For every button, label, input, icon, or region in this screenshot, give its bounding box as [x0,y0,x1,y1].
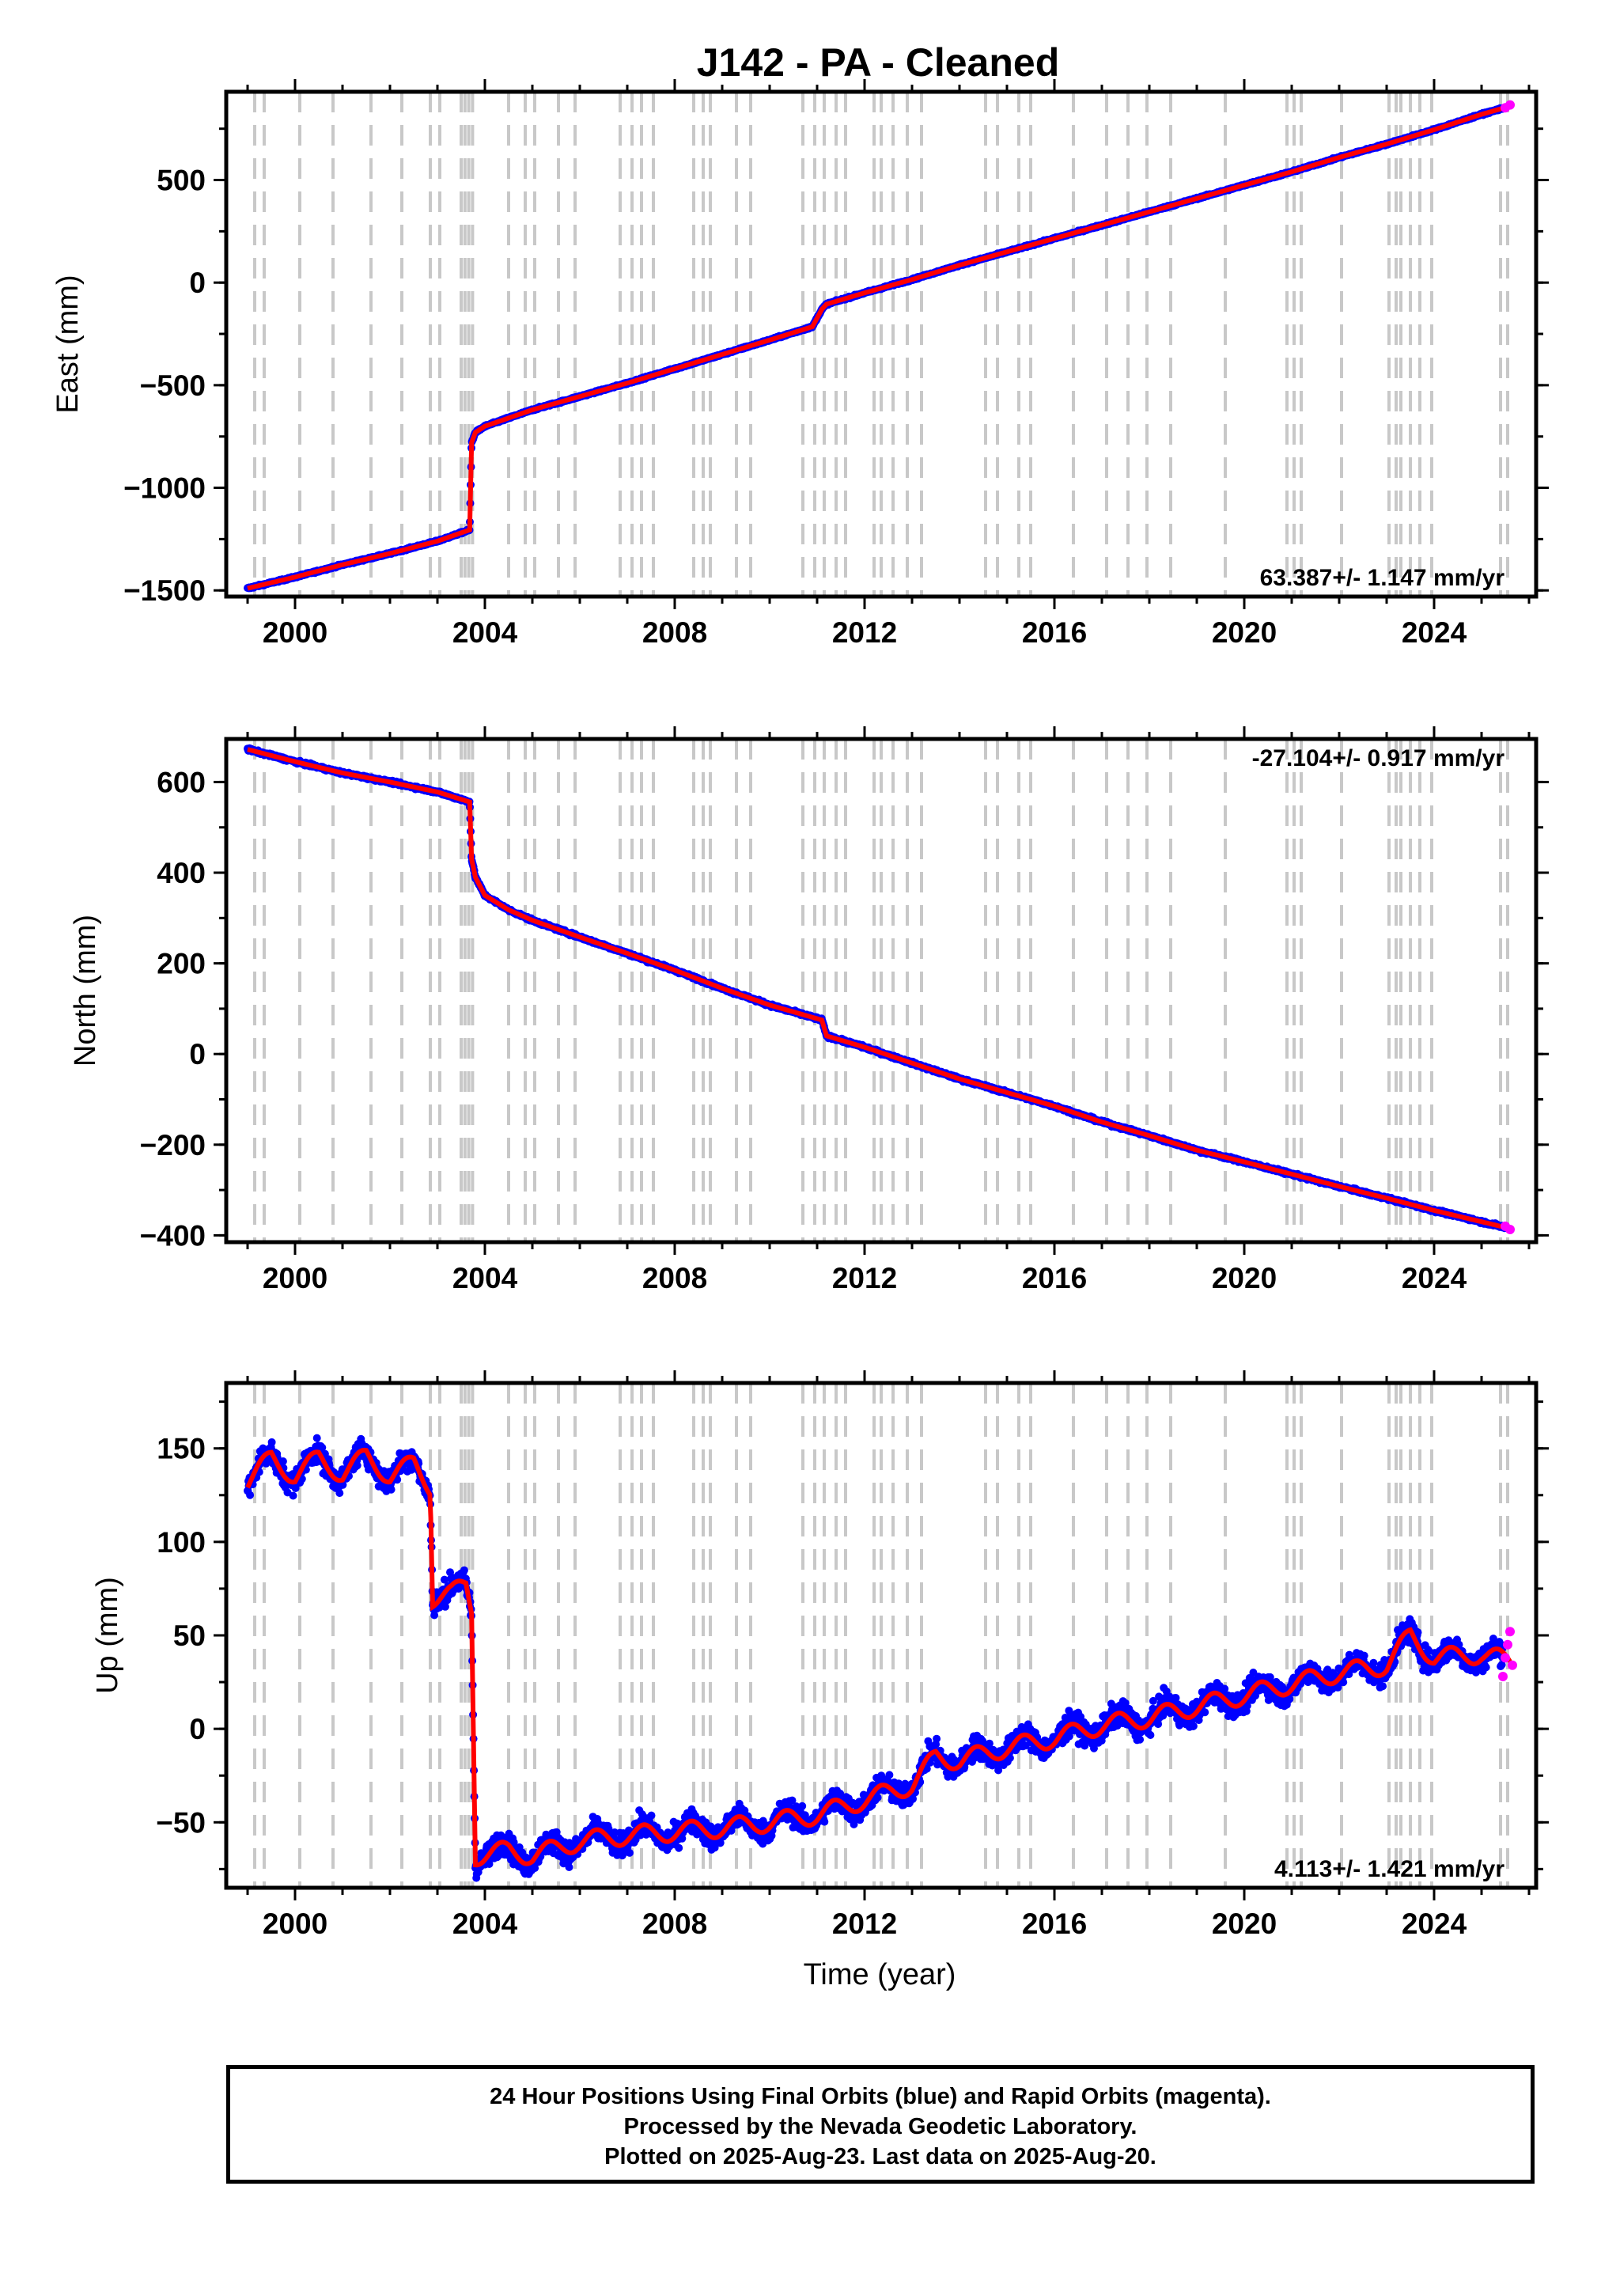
x-tick-label: 2020 [1212,616,1277,649]
x-tick-label: 2012 [832,616,897,649]
event-lines [253,739,1509,1242]
y-tick-label: −500 [140,369,206,402]
final-orbit-points [244,104,1509,593]
panels-group: 2000 2004 2008 2012 2016 2020 2024 −1500 −1000 −5… [51,79,1549,1940]
y-axis-title: East (mm) [51,275,85,413]
x-tick-label: 2016 [1022,616,1087,649]
rapid-point [1505,100,1515,110]
panel-north: 2000 2004 2008 2012 2016 2020 2024−400−2000200… [69,726,1549,1294]
x-tick-label: 2008 [642,616,707,649]
rate-label: 63.387+/- 1.147 mm/yr [1260,565,1505,591]
rapid-orbit-points [1501,100,1515,113]
y-tick-label: −1000 [123,472,206,505]
panel-east: 2000 2004 2008 2012 2016 2020 2024 −1500 −1000 −5… [51,79,1549,649]
y-tick-label: 500 [157,165,206,197]
model-fit-line [247,104,1511,591]
x-tick-label: 2004 [452,616,518,649]
x-tick-label: 2024 [1402,616,1467,649]
final-orbit-points [244,744,1509,1233]
event-lines [253,92,1509,597]
x-tick-label: 2000 [263,616,327,649]
y-tick-label: 0 [189,267,206,299]
y-tick-label: −1500 [123,574,206,607]
chart-title: J142 - PA - Cleaned [697,40,1060,85]
